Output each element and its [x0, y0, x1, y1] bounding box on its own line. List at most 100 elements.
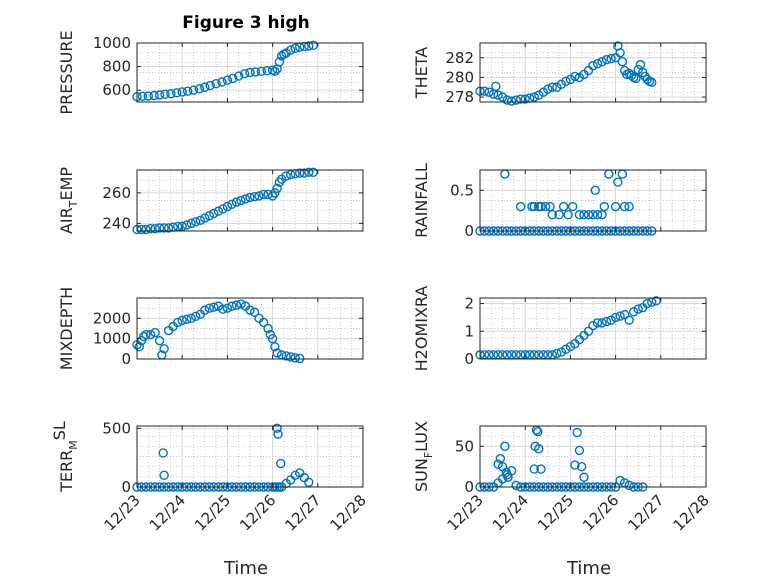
data-point: [515, 94, 526, 104]
data-point: [149, 90, 159, 101]
data-point: [615, 311, 625, 321]
data-point: [583, 326, 594, 336]
data-point: [570, 71, 580, 82]
data-point: [245, 192, 255, 203]
data-point: [272, 423, 282, 434]
data-point: [200, 213, 210, 223]
axes-frame: [136, 425, 364, 488]
y-tick-label: 1000: [93, 330, 131, 348]
data-point: [218, 204, 228, 214]
y-tick-label: 0.5: [450, 181, 474, 199]
y-tick-label: 260: [102, 184, 131, 202]
data-point: [290, 43, 300, 54]
x-tick-label: 12/25: [191, 491, 234, 534]
data-point: [533, 426, 543, 437]
data-point: [141, 224, 151, 235]
data-point: [222, 75, 233, 85]
data-point: [597, 210, 607, 220]
data-point: [154, 223, 165, 233]
data-series: [475, 296, 661, 360]
data-point: [506, 96, 517, 106]
data-point: [502, 95, 512, 105]
data-point: [256, 66, 266, 77]
data-point: [647, 77, 657, 88]
data-point: [304, 167, 314, 177]
subplot-mixdepth: 0 1000 2000 MIXDEPTH: [57, 287, 364, 370]
x-tick-label: 12/24: [489, 491, 532, 534]
data-point: [143, 91, 154, 101]
data-point: [590, 185, 600, 196]
data-point: [141, 329, 151, 340]
data-point: [619, 309, 630, 320]
data-point: [617, 56, 628, 67]
y-axis-label: TERRMSL: [50, 421, 80, 493]
y-tick-label: 0: [121, 350, 131, 368]
x-axis-label-right: Time: [566, 558, 611, 579]
data-point: [567, 201, 578, 212]
data-point: [290, 470, 300, 480]
y-tick-label: 2000: [93, 309, 131, 327]
data-point: [136, 224, 147, 235]
data-point: [276, 458, 286, 469]
data-point: [561, 76, 571, 87]
data-point: [270, 66, 280, 77]
data-point: [177, 315, 187, 326]
data-point: [211, 79, 221, 89]
data-point: [529, 92, 539, 102]
data-point: [159, 470, 169, 480]
data-point: [295, 353, 305, 364]
data-point: [218, 304, 228, 314]
data-point: [195, 215, 205, 226]
data-point: [479, 86, 490, 96]
x-tick-label: 12/26: [236, 491, 279, 534]
data-point: [285, 45, 296, 55]
data-point: [191, 311, 201, 321]
data-point: [529, 201, 539, 212]
data-point: [249, 191, 260, 202]
y-axis-label: SUNFLUX: [412, 421, 435, 492]
data-point: [258, 317, 269, 328]
data-point: [159, 223, 169, 233]
data-point: [624, 315, 634, 325]
data-point: [172, 88, 182, 98]
y-tick-label: 0: [464, 350, 474, 368]
data-point: [233, 71, 244, 81]
data-point: [606, 54, 616, 64]
data-point: [227, 199, 237, 210]
data-point: [274, 57, 285, 67]
data-point: [134, 342, 144, 352]
data-point: [511, 95, 521, 105]
data-point: [308, 167, 318, 177]
data-point: [245, 67, 255, 78]
data-point: [613, 177, 623, 187]
data-point: [511, 480, 521, 491]
data-point: [574, 210, 585, 220]
axes-frame: [136, 297, 364, 360]
x-axis-label-left: Time: [223, 558, 268, 579]
y-tick-label: 278: [445, 88, 474, 106]
subplot-pressure: 600 800 1000 PRESSURE: [57, 30, 364, 115]
data-point: [558, 201, 569, 212]
y-tick-label: 2: [464, 295, 474, 313]
data-point: [290, 353, 300, 363]
data-point: [166, 89, 176, 99]
data-point: [295, 168, 305, 178]
data-point: [540, 201, 551, 212]
data-point: [182, 220, 192, 230]
y-tick-label: 280: [445, 68, 474, 86]
data-point: [633, 304, 643, 314]
data-point: [574, 445, 585, 456]
data-series: [132, 167, 318, 235]
data-point: [273, 429, 283, 439]
data-point: [281, 171, 291, 181]
data-point: [222, 201, 233, 212]
data-point: [204, 303, 215, 313]
y-axis-label: THETA: [412, 47, 431, 99]
data-point: [563, 210, 573, 220]
y-axis-label: RAINFALL: [412, 163, 431, 238]
data-point: [270, 342, 280, 352]
data-point: [172, 317, 183, 328]
x-tick-label: 12/27: [281, 491, 324, 534]
data-point: [263, 323, 273, 334]
